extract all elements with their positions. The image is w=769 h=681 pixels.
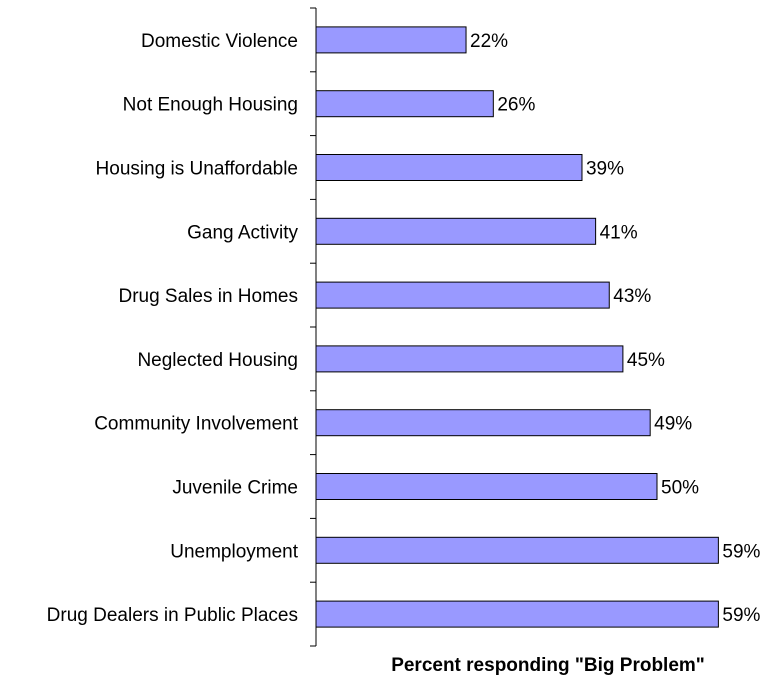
category-label: Community Involvement (94, 414, 299, 435)
bar (315, 154, 583, 181)
category-label: Gang Activity (187, 222, 298, 243)
bar (315, 600, 719, 628)
value-label: 41% (600, 222, 638, 243)
value-label: 26% (497, 95, 535, 116)
category-labels: Domestic Violence Not Enough Housing Housi… (47, 31, 299, 626)
bars (315, 26, 719, 628)
category-label: Juvenile Crime (172, 478, 298, 499)
value-label: 43% (613, 286, 651, 307)
bar (315, 473, 658, 500)
x-axis-title: Percent responding "Big Problem" (391, 655, 705, 676)
value-label: 22% (470, 31, 508, 52)
category-label: Domestic Violence (141, 31, 298, 52)
bar (315, 217, 597, 245)
value-label: 50% (661, 478, 699, 499)
value-label: 45% (627, 350, 665, 371)
value-label: 39% (586, 159, 624, 180)
bar (315, 345, 624, 373)
value-label: 59% (722, 541, 760, 562)
value-label: 59% (722, 605, 760, 626)
bar (315, 26, 467, 54)
bar (315, 536, 719, 564)
category-label: Housing is Unaffordable (96, 159, 298, 180)
value-labels: 22% 26% 39% 41% 43% 45% 49% 50% 59% 59% (470, 31, 760, 626)
category-label: Drug Sales in Homes (118, 286, 298, 307)
y-axis (310, 7, 317, 647)
bar (315, 90, 494, 118)
category-label: Unemployment (170, 541, 298, 562)
category-label: Not Enough Housing (123, 95, 298, 116)
category-label: Neglected Housing (137, 350, 298, 371)
value-label: 49% (654, 414, 692, 435)
category-label: Drug Dealers in Public Places (47, 605, 298, 626)
bar (315, 281, 610, 309)
bar (315, 409, 651, 437)
